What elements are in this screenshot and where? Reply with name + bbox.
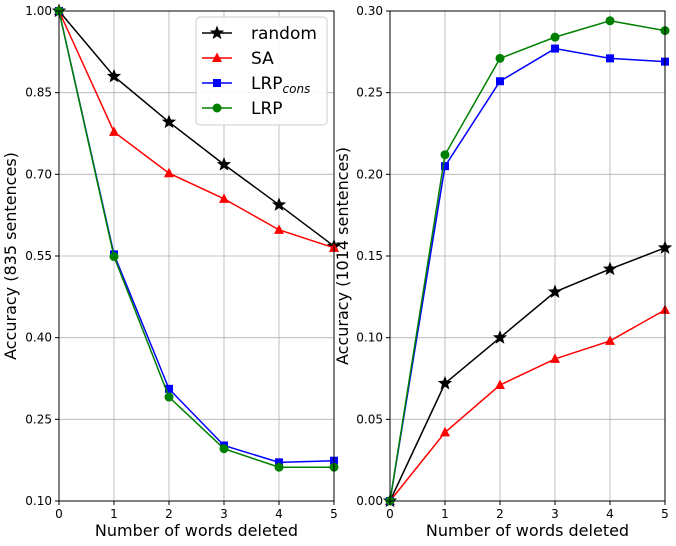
series-3-point-2 [495, 53, 505, 63]
series-line-0 [389, 247, 666, 502]
series-3-point-3 [219, 444, 229, 454]
series-0-point-4 [602, 261, 618, 276]
x-tick-label: 3 [220, 507, 228, 521]
series-0-point-2 [492, 330, 508, 344]
series-3-point-4 [605, 16, 615, 26]
x-tick-label: 4 [275, 507, 283, 521]
x-tick-label: 5 [661, 507, 669, 521]
x-axis-label: Number of words deleted [95, 521, 298, 540]
y-tick-label: 0.85 [25, 86, 52, 100]
series-3-point-4 [274, 462, 284, 472]
series-1-point-2 [495, 379, 505, 390]
x-tick-label: 1 [110, 507, 118, 521]
series-3-point-1 [109, 252, 119, 262]
legend-entry-1: SA [202, 49, 274, 69]
x-tick-label: 2 [496, 507, 504, 521]
series-2-point-1 [441, 162, 449, 171]
y-tick-label: 0.25 [25, 412, 52, 426]
legend-marker [209, 25, 225, 40]
series-line-1 [58, 10, 335, 249]
series-line-3 [58, 10, 334, 468]
series-1-point-4 [274, 224, 284, 234]
x-tick-label: 3 [551, 507, 559, 521]
legend-marker [212, 103, 222, 113]
series-1-point-1 [109, 126, 119, 136]
x-tick-label: 2 [165, 507, 173, 521]
series-1-point-4 [605, 335, 615, 345]
legend-entry-0: random [202, 24, 317, 44]
legend-entry-3: LRP [202, 99, 283, 119]
series-2-point-3 [551, 44, 559, 53]
series-2-point-2 [496, 77, 504, 86]
y-tick-label: 0.20 [356, 167, 383, 181]
right-chart: 0 1 2 3 4 5 0.00 0.05 0.10 0.15 0.20 0.25 0.30 Number… [333, 4, 673, 540]
series-0-point-4 [271, 197, 287, 211]
x-tick-label: 0 [386, 507, 394, 521]
series-0-point-1 [106, 68, 122, 83]
y-axis-label: Accuracy (1014 sentences) [333, 147, 352, 365]
series-2-point-4 [606, 54, 614, 63]
y-tick-label: 0.25 [356, 86, 383, 100]
series-0-point-3 [216, 157, 232, 171]
series-0-point-3 [547, 284, 563, 298]
x-tick-label: 5 [330, 507, 338, 521]
x-tick-label: 4 [606, 507, 614, 521]
series-1-point-1 [440, 426, 450, 437]
series-3-point-3 [550, 32, 560, 42]
series-2-point-4 [275, 458, 283, 467]
y-tick-label: 0.70 [25, 167, 52, 181]
y-tick-label: 0.30 [356, 4, 383, 18]
series-3-point-2 [164, 392, 174, 402]
y-tick-label: 0.55 [25, 249, 52, 263]
series-line-0 [58, 10, 335, 247]
series-1-point-2 [164, 167, 174, 178]
y-tick-label: 1.00 [25, 4, 52, 18]
left-chart: 0 1 2 3 4 5 0.10 0.25 0.40 0.55 0.70 0.85 1.00 Number… [1, 3, 342, 540]
series-0-point-2 [161, 114, 177, 129]
series-1-point-3 [550, 353, 560, 363]
y-axis-label: Accuracy (835 sentences) [1, 152, 20, 360]
legend-box [195, 16, 328, 126]
series-3-point-1 [440, 150, 450, 160]
y-tick-label: 0.10 [25, 494, 52, 508]
x-tick-label: 0 [55, 507, 63, 521]
legend-label: LRP [251, 99, 283, 119]
y-tick-label: 0.00 [356, 494, 383, 508]
series-0-point-1 [437, 375, 453, 390]
legend-label: random [251, 24, 317, 44]
series-line-3 [389, 20, 666, 502]
legend-marker [212, 52, 222, 62]
y-tick-label: 0.05 [356, 412, 383, 426]
series-1-point-3 [219, 193, 229, 203]
y-tick-label: 0.40 [25, 331, 52, 345]
y-tick-label: 0.10 [356, 331, 383, 345]
x-axis-label: Number of words deleted [426, 521, 629, 540]
legend-label: SA [251, 49, 274, 69]
x-tick-label: 1 [441, 507, 449, 521]
legend-marker [213, 79, 221, 87]
series-line-1 [389, 309, 666, 502]
series-line-2 [389, 47, 666, 502]
y-tick-label: 0.15 [356, 249, 383, 263]
series-2-point-2 [165, 384, 173, 393]
